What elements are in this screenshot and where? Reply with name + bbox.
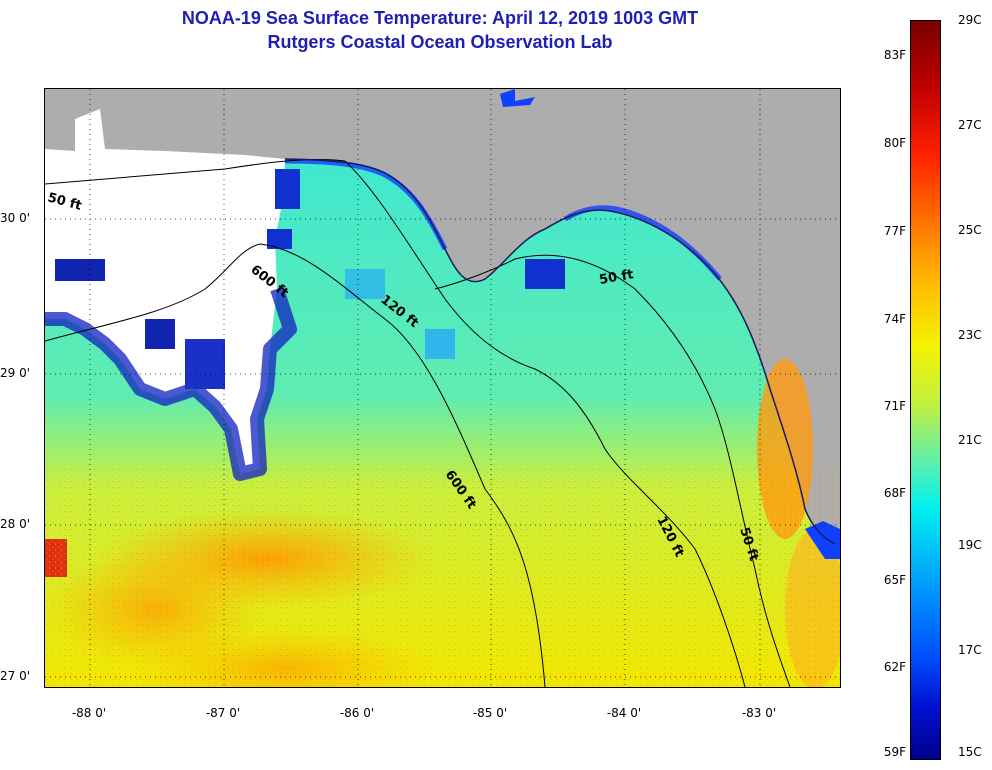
latitude-label: 30 0' bbox=[0, 211, 31, 225]
colorbar-fahrenheit-label: 71F bbox=[883, 399, 906, 413]
cold-pixels bbox=[185, 339, 225, 389]
colorbar-fahrenheit-label: 83F bbox=[883, 48, 906, 62]
longitude-label: -87 0' bbox=[205, 706, 241, 720]
contour-600ft bbox=[45, 243, 546, 687]
cold-pixels bbox=[145, 319, 175, 349]
temperature-colorbar bbox=[910, 20, 941, 760]
colorbar-celsius-label: 17C bbox=[958, 643, 982, 657]
longitude-label: -86 0' bbox=[339, 706, 375, 720]
colorbar-fahrenheit-label: 59F bbox=[883, 745, 906, 759]
cold-pixels bbox=[500, 89, 535, 107]
map-title-block: NOAA-19 Sea Surface Temperature: April 1… bbox=[40, 6, 840, 54]
colorbar-celsius-label: 27C bbox=[958, 118, 982, 132]
cold-pixels bbox=[267, 229, 292, 249]
colorbar-fahrenheit-label: 62F bbox=[883, 660, 906, 674]
colorbar-celsius-label: 19C bbox=[958, 538, 982, 552]
cold-pixels bbox=[425, 329, 455, 359]
colorbar-fahrenheit-label: 68F bbox=[883, 486, 906, 500]
sst-texture bbox=[45, 469, 840, 687]
latitude-label: 27 0' bbox=[0, 669, 31, 683]
colorbar-celsius-label: 29C bbox=[958, 13, 982, 27]
colorbar-celsius-label: 15C bbox=[958, 745, 982, 759]
contour-label: 50 ft bbox=[598, 267, 635, 288]
longitude-label: -85 0' bbox=[472, 706, 508, 720]
cold-pixels bbox=[345, 269, 385, 299]
colorbar-fahrenheit-label: 74F bbox=[883, 312, 906, 326]
colorbar-fahrenheit-label: 80F bbox=[883, 136, 906, 150]
cold-pixels bbox=[805, 521, 840, 559]
cold-cloud-edge bbox=[45, 286, 297, 481]
contour-50ft-east bbox=[434, 254, 791, 687]
cold-pixels bbox=[525, 259, 565, 289]
coastline bbox=[284, 158, 836, 545]
longitude-label: -84 0' bbox=[606, 706, 642, 720]
latitude-label: 29 0' bbox=[0, 366, 31, 380]
latitude-label: 28 0' bbox=[0, 517, 31, 531]
map-title: NOAA-19 Sea Surface Temperature: April 1… bbox=[181, 8, 699, 28]
colorbar-celsius-label: 21C bbox=[958, 433, 982, 447]
longitude-label: -83 0' bbox=[741, 706, 777, 720]
colorbar-celsius-label: 23C bbox=[958, 328, 982, 342]
map-subtitle: Rutgers Coastal Ocean Observation Lab bbox=[267, 32, 613, 52]
colorbar-fahrenheit-label: 65F bbox=[883, 573, 906, 587]
longitude-label: -88 0' bbox=[71, 706, 107, 720]
sst-map-canvas: 50 ft 600 ft 120 ft 50 ft 600 ft 120 ft … bbox=[45, 89, 840, 687]
sst-map[interactable]: 50 ft 600 ft 120 ft 50 ft 600 ft 120 ft … bbox=[44, 88, 841, 688]
colorbar-celsius-label: 25C bbox=[958, 223, 982, 237]
cold-pixels bbox=[275, 169, 300, 209]
cold-pixels bbox=[55, 259, 105, 281]
contour-120ft bbox=[344, 160, 746, 687]
colorbar-fahrenheit-label: 77F bbox=[883, 224, 906, 238]
